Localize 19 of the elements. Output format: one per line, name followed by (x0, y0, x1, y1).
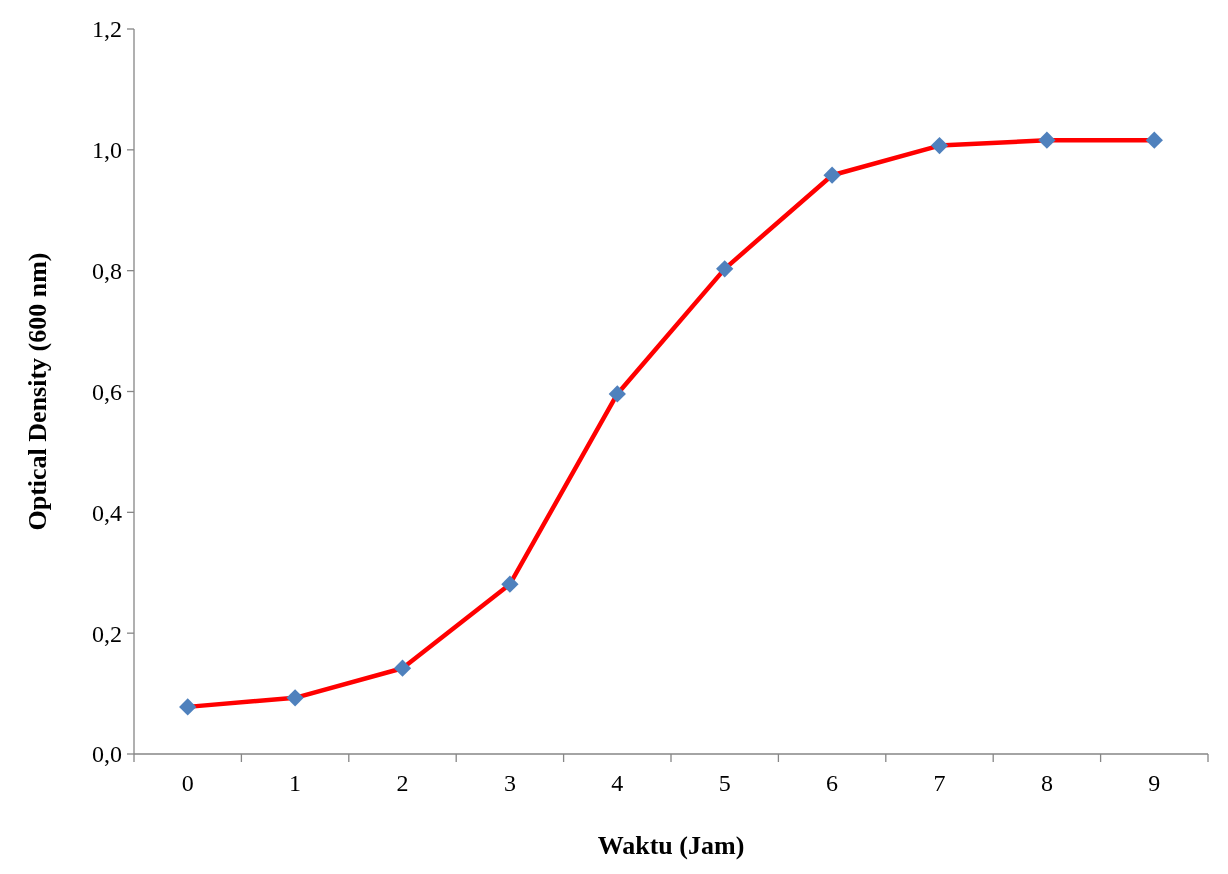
y-axis-title: Optical Density (600 nm) (23, 252, 52, 531)
y-tick-label: 0,4 (92, 499, 122, 526)
x-tick-label: 1 (289, 770, 302, 796)
x-tick-label: 8 (1040, 770, 1053, 796)
x-tick-label: 4 (611, 770, 624, 796)
x-tick-label: 9 (1148, 770, 1161, 796)
x-axis-title: Waktu (Jam) (597, 831, 745, 860)
y-tick-label: 0,6 (92, 378, 122, 405)
y-tick-label: 0,0 (92, 741, 122, 768)
y-tick-label: 1,0 (92, 137, 122, 164)
x-tick-label: 0 (181, 770, 194, 796)
y-tick-label: 0,8 (92, 258, 122, 285)
x-tick-label: 7 (933, 770, 946, 796)
x-tick-label: 3 (503, 770, 516, 796)
y-tick-label: 1,2 (92, 16, 122, 43)
x-tick-label: 6 (826, 770, 839, 796)
x-tick-label: 5 (718, 770, 731, 796)
x-tick-label: 2 (396, 770, 409, 796)
y-tick-label: 0,2 (92, 620, 122, 647)
